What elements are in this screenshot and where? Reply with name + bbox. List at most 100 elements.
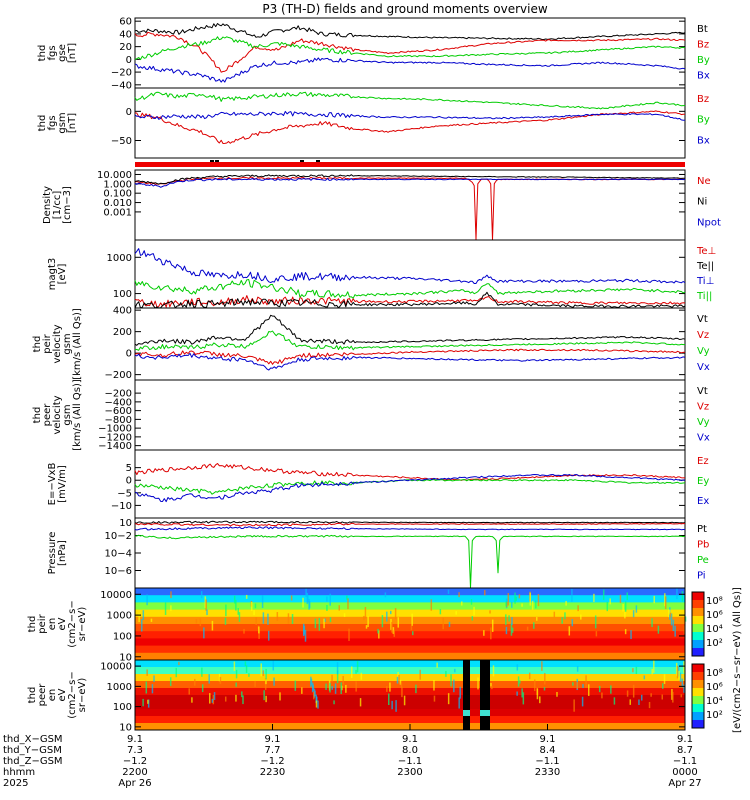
colorbar-segment <box>692 640 704 649</box>
spectrogram-texture <box>384 592 387 598</box>
spectrogram-texture <box>397 671 399 681</box>
colorbar-segment <box>692 696 704 705</box>
spectrogram-texture <box>626 592 629 601</box>
data-gap-fill <box>480 710 490 716</box>
spectrogram-texture <box>448 621 451 627</box>
spectrogram-band <box>135 667 685 675</box>
y-axis-label: eV <box>57 617 68 630</box>
panel-frame <box>134 449 686 519</box>
y-tick-label: 0.010 <box>103 198 132 209</box>
colorbar-tick-label: 10⁶ <box>706 610 723 621</box>
spectrogram-texture <box>273 677 275 686</box>
y-axis-label: velocity <box>52 324 63 363</box>
spectrogram-band <box>135 624 685 632</box>
spectrogram-texture <box>450 674 452 687</box>
spectrogram-texture <box>153 675 155 682</box>
legend-entry: By <box>697 115 710 126</box>
spectrogram-band <box>135 660 685 668</box>
y-axis-label: [nT] <box>67 43 78 63</box>
spectrogram-texture <box>533 679 536 692</box>
spectrogram-texture <box>571 588 573 602</box>
spectrogram-texture <box>663 674 666 685</box>
spectrogram-texture <box>483 630 485 636</box>
legend-entry: Pt <box>697 524 707 535</box>
spectrogram-texture <box>258 629 260 639</box>
panel-frame <box>134 379 686 451</box>
spectrogram-texture <box>473 606 475 616</box>
spectrogram-texture <box>333 700 335 705</box>
colorbar-segment <box>692 600 704 609</box>
y-axis-label: thd <box>32 336 43 353</box>
x-tick-label: −1.1 <box>673 756 697 767</box>
spectrogram-texture <box>191 697 193 703</box>
y-axis-label: thd <box>27 616 38 633</box>
flag-tick <box>210 160 214 162</box>
spectrogram-texture <box>294 680 297 691</box>
spectrogram-texture <box>200 591 203 599</box>
spectrogram-texture <box>343 613 346 617</box>
spectrogram-texture <box>244 661 247 666</box>
spectrogram-texture <box>564 612 566 620</box>
y-axis-label: peir <box>37 613 48 633</box>
colorbar-segment <box>692 592 704 601</box>
spectrogram-band <box>135 681 685 689</box>
spectrogram-texture <box>543 687 546 691</box>
spectrogram-texture <box>218 673 221 682</box>
spectrogram-texture <box>389 682 391 692</box>
legend-entry: Vz <box>697 402 709 413</box>
y-tick-label: 0 <box>126 107 132 118</box>
spectrogram-texture <box>336 670 339 684</box>
legend-entry: Npot <box>697 217 721 228</box>
spectrogram-texture <box>622 603 624 612</box>
spectrogram-texture <box>403 695 406 706</box>
y-axis-label: magt3 <box>47 258 58 291</box>
spectrogram-texture <box>572 682 574 686</box>
y-axis-label: (cm2−s− <box>67 671 78 718</box>
spectrogram-texture <box>233 661 236 671</box>
series-Ey <box>134 479 686 495</box>
spectrogram-texture <box>433 679 435 691</box>
series-Vt <box>134 314 686 346</box>
spectrogram-texture <box>301 687 303 694</box>
spectrogram-texture <box>683 684 685 693</box>
y-tick-label: 1000 <box>107 611 132 622</box>
colorbar-segment <box>692 672 704 681</box>
x-tick-label: 7.3 <box>127 745 143 756</box>
spectrogram-texture <box>201 667 203 677</box>
x-axis-row-label: 2025 <box>3 778 28 789</box>
spectrogram-texture <box>681 591 684 602</box>
spectrogram-texture <box>609 598 611 605</box>
spectrogram-texture <box>235 599 237 611</box>
spectrogram-texture <box>568 626 571 636</box>
spectrogram-texture <box>248 673 250 677</box>
legend-entry: Ti⊥ <box>696 276 714 287</box>
y-tick-label: −50 <box>111 136 132 147</box>
spectrogram-texture <box>587 684 590 696</box>
x-axis-row-label: thd_Z−GSM <box>3 756 63 767</box>
spectrogram-texture <box>235 682 237 687</box>
spectrogram-band <box>135 652 685 661</box>
spectrogram-texture <box>519 680 521 684</box>
y-tick-label: 100 <box>113 702 132 713</box>
burst-flag-bar <box>135 162 685 167</box>
spectrogram-band <box>135 616 685 625</box>
spectrogram-texture <box>679 672 682 682</box>
y-tick-label: 1.000 <box>103 179 132 190</box>
spectrogram-texture <box>290 595 293 601</box>
spectrogram-texture <box>209 693 211 704</box>
spectrogram-texture <box>255 617 257 625</box>
spectrogram-texture <box>390 610 392 615</box>
spectrogram-texture <box>430 599 433 611</box>
series-Ne <box>134 176 686 241</box>
data-gap <box>463 660 470 730</box>
x-tick-label: 9.1 <box>402 734 418 745</box>
spectrogram-texture <box>394 608 397 620</box>
spectrogram-texture <box>471 616 474 621</box>
y-tick-label: −800 <box>105 415 132 426</box>
spectrogram-texture <box>436 662 438 668</box>
spectrogram-texture <box>329 593 331 606</box>
spectrogram-texture <box>213 692 216 700</box>
spectrogram-texture <box>392 627 395 635</box>
spectrogram-texture <box>632 610 635 618</box>
spectrogram-texture <box>470 599 473 605</box>
